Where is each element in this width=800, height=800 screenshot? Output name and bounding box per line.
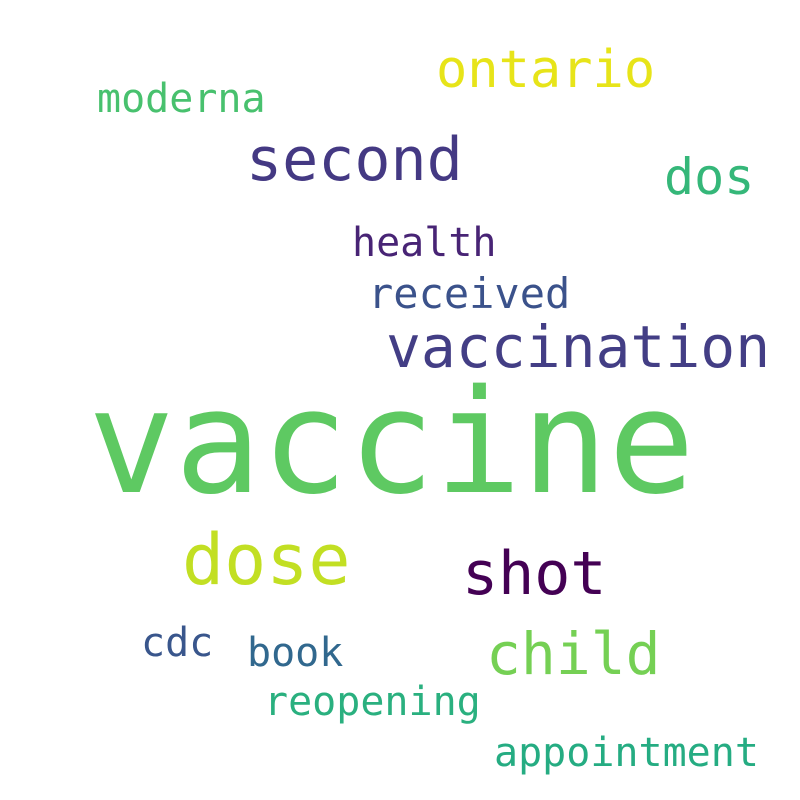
word-second: second: [246, 125, 463, 195]
word-health: health: [352, 220, 497, 266]
word-appointment: appointment: [494, 730, 759, 776]
word-cdc: cdc: [141, 620, 214, 666]
word-dos: dos: [664, 148, 755, 206]
word-received: received: [368, 269, 571, 318]
word-ontario: ontario: [436, 40, 656, 100]
word-vaccination: vaccination: [386, 313, 771, 381]
word-book: book: [247, 630, 344, 676]
word-reopening: reopening: [264, 679, 481, 725]
word-shot: shot: [462, 539, 607, 609]
word-dose: dose: [182, 519, 351, 601]
word-vaccine: vaccine: [88, 358, 695, 526]
word-moderna: moderna: [97, 76, 266, 122]
word-child: child: [486, 620, 661, 688]
